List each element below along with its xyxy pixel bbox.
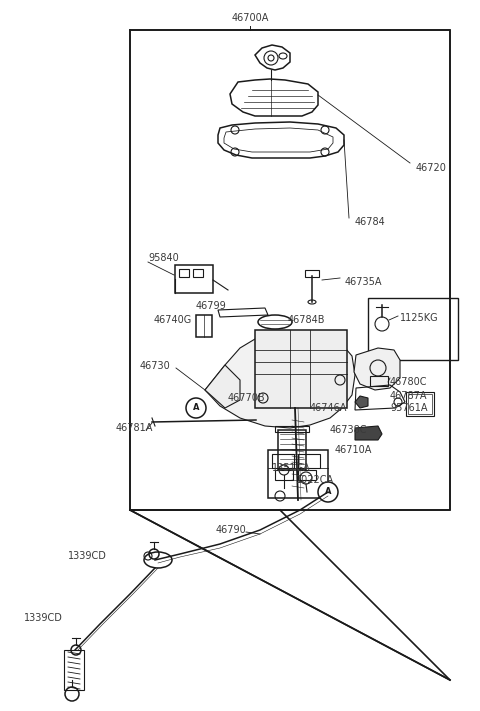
Bar [130, 30, 450, 510]
Bar [268, 450, 328, 498]
Text: 95840: 95840 [148, 253, 179, 263]
Polygon shape [355, 396, 368, 408]
Text: A: A [193, 404, 199, 412]
Bar [408, 394, 432, 414]
Text: 1339CD: 1339CD [68, 551, 107, 561]
Bar [368, 298, 458, 360]
Bar [272, 454, 294, 468]
Text: 1339CD: 1339CD [24, 613, 63, 623]
Bar [275, 426, 309, 432]
Polygon shape [205, 365, 240, 408]
Text: 46730: 46730 [140, 361, 171, 371]
Bar [175, 265, 213, 293]
Bar [275, 470, 293, 480]
Bar [370, 376, 388, 386]
Polygon shape [355, 426, 382, 440]
Text: 46710A: 46710A [335, 445, 372, 455]
Text: 46746A: 46746A [310, 403, 348, 413]
Bar [298, 454, 320, 468]
Bar [298, 470, 316, 480]
Text: 46720: 46720 [416, 163, 447, 173]
Text: 46780C: 46780C [390, 377, 428, 387]
Text: A: A [325, 488, 331, 496]
Bar [179, 269, 189, 277]
Polygon shape [205, 332, 355, 428]
Bar [196, 315, 212, 337]
Bar [406, 392, 434, 416]
Text: 46781A: 46781A [116, 423, 154, 433]
Text: 46700A: 46700A [231, 13, 269, 23]
Bar [193, 269, 203, 277]
Ellipse shape [144, 552, 172, 568]
Text: 46799: 46799 [196, 301, 227, 311]
Bar [255, 330, 347, 408]
Text: 46770B: 46770B [228, 393, 265, 403]
Circle shape [186, 398, 206, 418]
Bar [305, 270, 319, 277]
Text: 46740G: 46740G [154, 315, 192, 325]
Text: 46787A: 46787A [390, 391, 428, 401]
Text: 46738C: 46738C [330, 425, 368, 435]
Text: 46784B: 46784B [288, 315, 325, 325]
Text: 46784: 46784 [355, 217, 386, 227]
Text: 46735A: 46735A [345, 277, 383, 287]
Text: 1022CA: 1022CA [296, 475, 334, 485]
Text: 46790: 46790 [216, 525, 247, 535]
Bar [278, 430, 306, 470]
Text: 1125KG: 1125KG [400, 313, 439, 323]
Circle shape [318, 482, 338, 502]
Bar [64, 650, 84, 690]
Text: 1351GA: 1351GA [272, 463, 311, 473]
Text: 95761A: 95761A [390, 403, 428, 413]
Polygon shape [354, 348, 400, 390]
